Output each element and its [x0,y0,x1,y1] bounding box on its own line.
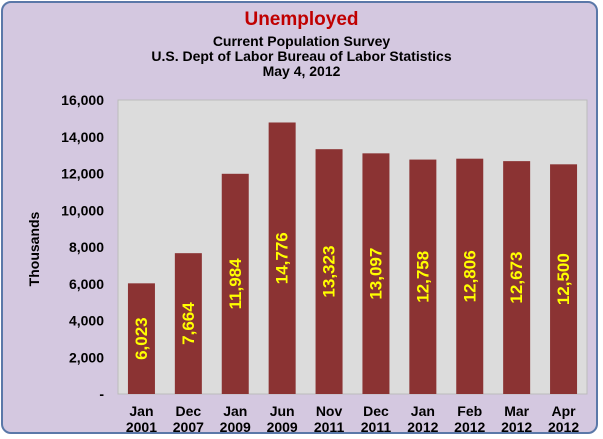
x-tick-label: 2001 [126,419,157,435]
bar-value-label: 12,500 [554,253,573,305]
bar [409,159,437,394]
x-tick-label: Dec [176,403,202,419]
x-tick-label: 2012 [454,419,485,435]
x-tick-label: Jan [129,403,153,419]
x-tick-label: Nov [316,403,343,419]
x-tick-label: 2011 [361,419,392,435]
y-tick-label: 10,000 [61,202,104,218]
bar-value-label: 12,673 [507,252,526,304]
x-tick-label: 2011 [314,419,345,435]
bar [550,164,578,394]
y-tick-label: 14,000 [61,129,104,145]
x-tick-label: Jun [270,403,295,419]
bar-value-label: 13,323 [320,246,339,298]
bar [315,149,343,394]
bar-value-label: 13,097 [366,248,385,300]
x-tick-label: Jan [411,403,435,419]
x-tick-label: Apr [551,403,576,419]
x-tick-label: Feb [457,403,482,419]
chart-subtitle-1: Current Population Survey [212,33,391,49]
bar [268,122,296,394]
x-tick-label: 2012 [501,419,532,435]
x-tick-label: 2007 [173,419,204,435]
x-tick-label: 2012 [407,419,438,435]
x-tick-label: Mar [504,403,529,419]
y-tick-label: 4,000 [69,313,104,329]
y-tick-label: 6,000 [69,276,104,292]
chart-title: Unemployed [244,9,359,30]
bar [174,253,202,394]
bar [362,153,390,394]
bar-value-label: 12,806 [460,250,479,302]
y-tick-label: 12,000 [61,166,104,182]
y-tick-label: - [99,386,104,402]
x-tick-label: 2009 [267,419,298,435]
bar-value-label: 6,023 [132,317,151,360]
bar [221,173,249,394]
bar-value-label: 12,758 [413,251,432,303]
chart-subtitle-3: May 4, 2012 [262,63,341,79]
y-tick-label: 16,000 [61,92,104,108]
x-tick-label: Dec [363,403,389,419]
bar-value-label: 14,776 [273,232,292,284]
chart-subtitle-2: U.S. Dept of Labor Bureau of Labor Stati… [151,48,452,64]
bar-value-label: 7,664 [179,302,198,345]
y-tick-label: 8,000 [69,239,104,255]
bar [456,158,484,394]
x-tick-label: 2009 [220,419,251,435]
x-tick-label: Jan [223,403,247,419]
bar [503,161,531,394]
bar [127,283,155,394]
x-tick-label: 2012 [548,419,579,435]
y-tick-label: 2,000 [69,349,104,365]
bar-value-label: 11,984 [226,258,245,310]
